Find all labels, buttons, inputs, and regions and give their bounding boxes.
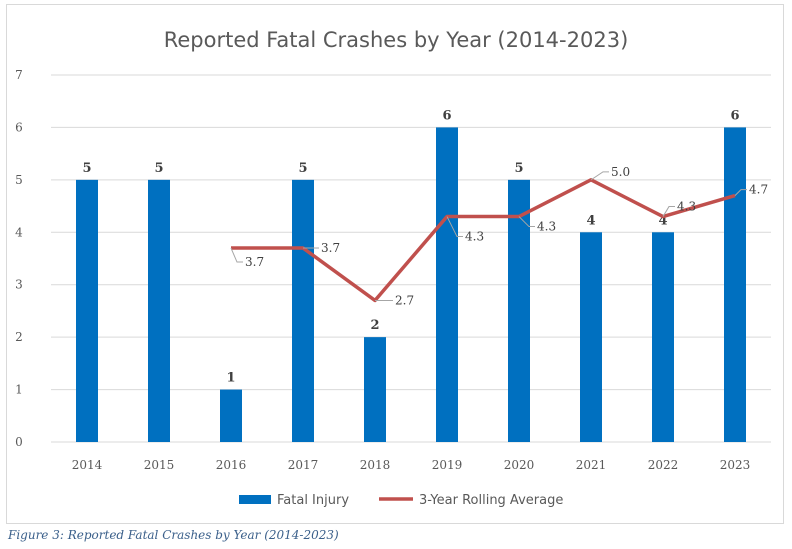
bar-data-label: 5 xyxy=(514,161,523,176)
chart-title: Reported Fatal Crashes by Year (2014-202… xyxy=(164,28,629,52)
bar xyxy=(148,179,170,442)
bar xyxy=(292,179,314,442)
line-data-label: 2.7 xyxy=(395,293,414,307)
line-data-label: 4.3 xyxy=(677,200,696,214)
x-tick-label: 2015 xyxy=(144,458,175,472)
y-tick-label: 6 xyxy=(15,120,23,134)
chart: Reported Fatal Crashes by Year (2014-202… xyxy=(15,28,771,508)
x-tick-label: 2021 xyxy=(576,458,607,472)
bar-data-label: 6 xyxy=(442,108,451,123)
rolling-average-line xyxy=(231,178,736,303)
line-data-label: 3.7 xyxy=(245,255,264,269)
bar xyxy=(76,179,98,442)
x-tick-label: 2019 xyxy=(432,458,463,472)
data-label-leader xyxy=(446,216,463,238)
line-series xyxy=(231,178,736,303)
y-tick-label: 0 xyxy=(15,435,23,449)
x-tick-label: 2016 xyxy=(216,458,247,472)
line-data-label: 4.7 xyxy=(749,183,768,197)
bar-data-label: 1 xyxy=(226,371,235,386)
legend-label-fatal-injury: Fatal Injury xyxy=(277,493,349,508)
bar-data-label: 4 xyxy=(658,213,667,228)
line-data-label: 4.3 xyxy=(537,220,556,234)
bar-data-label: 2 xyxy=(370,318,379,333)
legend: Fatal Injury 3-Year Rolling Average xyxy=(239,493,563,508)
data-label-leader xyxy=(590,171,609,181)
bar xyxy=(652,232,674,442)
bar-data-labels: 5 5 1 5 2 6 5 4 4 6 xyxy=(82,108,739,385)
line-data-label: 3.7 xyxy=(321,241,340,255)
line-data-label: 5.0 xyxy=(611,165,630,179)
y-tick-label: 2 xyxy=(15,330,23,344)
y-tick-label: 1 xyxy=(15,383,23,397)
data-label-leader xyxy=(518,216,535,228)
x-tick-label: 2018 xyxy=(360,458,391,472)
figure-caption: Figure 3: Reported Fatal Crashes by Year… xyxy=(8,528,339,542)
y-tick-label: 5 xyxy=(15,173,23,187)
legend-swatch-fatal-injury xyxy=(239,495,271,504)
data-label-leader xyxy=(734,189,747,196)
x-axis-ticks: 2014 2015 2016 2017 2018 2019 2020 2021 2022 2023 xyxy=(72,458,751,472)
bar xyxy=(508,179,530,442)
bar-data-label: 4 xyxy=(586,213,595,228)
x-tick-label: 2017 xyxy=(288,458,319,472)
y-tick-label: 3 xyxy=(15,278,23,292)
y-tick-label: 4 xyxy=(15,225,23,239)
y-tick-label: 7 xyxy=(15,68,23,82)
chart-frame: Reported Fatal Crashes by Year (2014-202… xyxy=(6,4,784,524)
x-tick-label: 2022 xyxy=(648,458,679,472)
bar xyxy=(364,337,386,442)
legend-label-rolling-average: 3-Year Rolling Average xyxy=(419,493,563,508)
data-label-leader xyxy=(662,206,675,217)
y-axis-ticks: 0 1 2 3 4 5 6 7 xyxy=(15,68,23,449)
x-tick-label: 2014 xyxy=(72,458,103,472)
x-tick-label: 2020 xyxy=(504,458,535,472)
bar-data-label: 5 xyxy=(154,161,163,176)
gridlines xyxy=(51,74,771,443)
bar-data-label: 6 xyxy=(730,108,739,123)
data-label-leader xyxy=(230,247,243,263)
line-data-label: 4.3 xyxy=(465,230,484,244)
line-data-labels: 3.7 3.7 2.7 4.3 4.3 5.0 4.3 4.7 xyxy=(230,165,768,307)
bar xyxy=(580,232,602,442)
bar xyxy=(220,389,242,442)
bar xyxy=(436,127,458,442)
bar-data-label: 5 xyxy=(298,161,307,176)
bar-data-label: 5 xyxy=(82,161,91,176)
bar-series xyxy=(76,127,746,442)
bar xyxy=(724,127,746,442)
x-tick-label: 2023 xyxy=(720,458,751,472)
